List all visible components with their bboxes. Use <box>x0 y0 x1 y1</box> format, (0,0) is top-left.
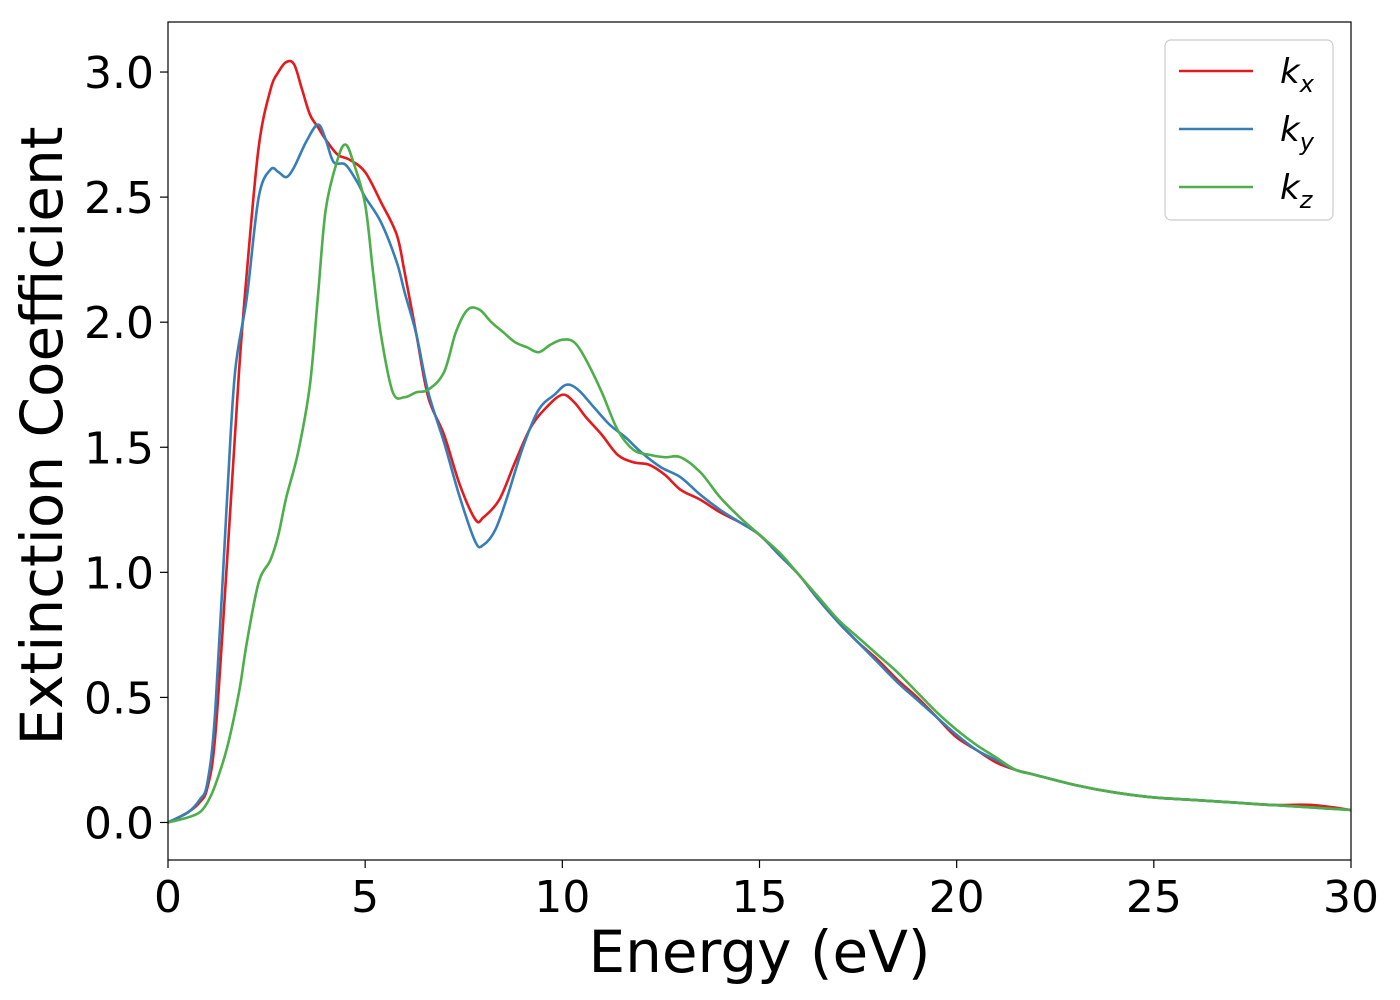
y-axis-ticks: 0.0 0.5 1.0 1.5 2.0 2.5 3.0 <box>84 48 168 849</box>
series-layer <box>167 59 1352 824</box>
series-line-y <box>167 123 1352 824</box>
y-tick-label: 0.0 <box>84 798 154 849</box>
x-tick-label: 15 <box>732 872 788 923</box>
y-tick-label: 1.0 <box>84 548 154 599</box>
x-tick-label: 20 <box>929 872 985 923</box>
legend: kx ky kz <box>1164 39 1334 221</box>
x-axis-title: Energy (eV) <box>588 918 930 986</box>
legend-label-x: kx <box>1280 52 1315 98</box>
y-axis-title: Extinction Coefficient <box>8 127 76 746</box>
legend-label-y: ky <box>1280 110 1315 156</box>
y-tick-label: 3.0 <box>84 48 154 99</box>
x-tick-label: 5 <box>351 872 379 923</box>
y-tick-label: 0.5 <box>84 673 154 724</box>
x-tick-label: 25 <box>1126 872 1182 923</box>
x-tick-label: 0 <box>154 872 182 923</box>
series-line-z <box>167 143 1352 824</box>
y-tick-label: 1.5 <box>84 423 154 474</box>
y-tick-label: 2.5 <box>84 173 154 224</box>
x-tick-label: 30 <box>1323 872 1379 923</box>
legend-label-z: kz <box>1280 168 1314 214</box>
x-tick-label: 10 <box>534 872 590 923</box>
x-axis-ticks: 0 5 10 15 20 25 30 <box>154 860 1379 923</box>
y-tick-label: 2.0 <box>84 298 154 349</box>
